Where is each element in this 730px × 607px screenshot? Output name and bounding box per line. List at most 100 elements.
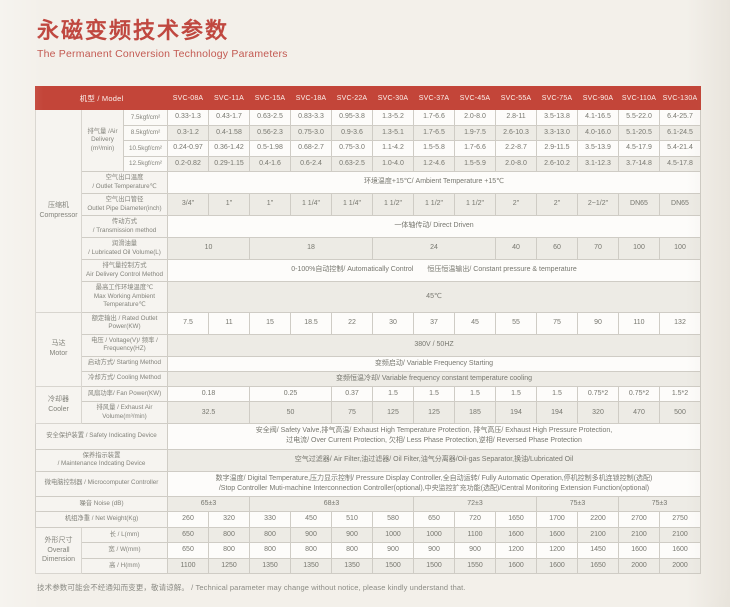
table-row: 宽 / W(mm) 650 800 800 800 800 900 900 900 1200 120…: [36, 542, 701, 559]
value-cell: 0.75*2: [618, 385, 660, 403]
table-row: 最高工作环境温度℃ Max Working Ambient Temperatur…: [36, 281, 701, 313]
value-span-cell: 环境温度+15℃/ Ambient Temperature +15℃: [167, 171, 701, 194]
value-cell: 90: [577, 311, 619, 335]
value-span-cell: 一体轴传动/ Direct Driven: [167, 215, 701, 238]
value-cell: 1450: [577, 542, 619, 559]
value-cell: 0.24-0.97: [167, 140, 209, 157]
value-cell: 1500: [372, 557, 414, 575]
value-cell: 1500: [413, 557, 455, 575]
value-cell: 72±3: [413, 495, 537, 513]
value-cell: 1650: [495, 511, 537, 528]
value-cell: 900: [331, 526, 373, 544]
value-cell: 5.4-21.4: [659, 140, 701, 157]
value-cell: 4.5-17.9: [618, 140, 660, 157]
value-cell: 3.5-13.9: [577, 140, 619, 157]
row-label-cell: 微电脑控制器 / Microcomputer Controller: [35, 470, 168, 497]
value-cell: DN65: [659, 193, 701, 216]
value-cell: 132: [659, 311, 701, 335]
value-cell: 40: [495, 237, 537, 260]
value-cell: 0.75-3.0: [331, 140, 373, 157]
value-cell: 194: [536, 401, 578, 425]
table-row: 噪音 Noise (dB) 65±3 68±3 72±3 75±3 75±3: [35, 495, 701, 513]
value-cell: 800: [290, 542, 332, 559]
value-cell: 4.1-16.5: [577, 109, 619, 126]
model-header-cell: SVC-55A: [495, 86, 537, 110]
value-cell: 2700: [618, 511, 660, 528]
value-cell: DN65: [618, 193, 660, 216]
table-row: 压缩机 Compressor 排气量 /Air Delivery (m³/min)…: [35, 109, 701, 313]
value-cell: 4.0-16.0: [577, 124, 619, 141]
value-cell: 0.68-2.7: [290, 140, 332, 157]
value-span-cell: 0-100%自动控制/ Automatically Control 恒压恒温输出…: [167, 259, 701, 282]
value-cell: 5.5-22.0: [618, 109, 660, 126]
value-cell: 0.3-1.2: [167, 124, 209, 141]
table-row: 空气出口管径 Outlet Pipe Diameter(inch) 3/4" 1" 1…: [36, 193, 701, 216]
value-cell: 0.4-1.6: [249, 155, 291, 172]
value-cell: 2.6-10.2: [536, 155, 578, 172]
value-cell: 650: [167, 542, 209, 559]
row-label-cell: 噪音 Noise (dB): [35, 495, 168, 513]
value-cell: 2~1/2": [577, 193, 619, 216]
value-cell: 6.1-24.5: [659, 124, 701, 141]
value-cell: 194: [495, 401, 537, 425]
row-label-cell: 安全保护装置 / Safety Indicating Device: [35, 423, 168, 450]
pressure-label-cell: 8.5kgf/cm²: [123, 124, 168, 141]
value-cell: 1": [249, 193, 291, 216]
value-cell: 2.6-10.3: [495, 124, 537, 141]
value-cell: 1 1/2": [372, 193, 414, 216]
value-cell: 22: [331, 311, 373, 335]
value-cell: 0.36-1.42: [208, 140, 250, 157]
value-cell: 320: [577, 401, 619, 425]
row-label-cell: 排风量 / Exhaust Air Volume(m³/min): [81, 401, 168, 425]
group-label-cell: 压缩机 Compressor: [35, 109, 82, 313]
value-cell: 75: [331, 401, 373, 425]
value-cell: 1600: [536, 526, 578, 544]
table-header: 机型 / Model SVC-08A SVC-11A SVC-15A SVC-18A SV…: [35, 86, 701, 110]
value-cell: 1250: [208, 557, 250, 575]
value-cell: 1": [208, 193, 250, 216]
row-label-cell: 冷却方式/ Cooling Method: [81, 370, 168, 387]
value-cell: 3.3-13.0: [536, 124, 578, 141]
value-cell: 900: [372, 542, 414, 559]
value-cell: 125: [413, 401, 455, 425]
row-label-cell: 长 / L(mm): [81, 526, 168, 544]
value-cell: 3/4": [167, 193, 209, 216]
value-cell: 1.5-5.9: [454, 155, 496, 172]
value-cell: 800: [249, 542, 291, 559]
value-cell: 45: [454, 311, 496, 335]
value-cell: 15: [249, 311, 291, 335]
value-cell: 2000: [618, 557, 660, 575]
value-cell: 1000: [413, 526, 455, 544]
table-row: 空气出口温度 / Outlet Temperature℃ 环境温度+15℃/ Am…: [36, 171, 701, 194]
value-cell: 125: [372, 401, 414, 425]
value-cell: 7.5: [167, 311, 209, 335]
model-header-cell: SVC-15A: [249, 86, 291, 110]
value-cell: 5.1-20.5: [618, 124, 660, 141]
model-header-cell: SVC-37A: [413, 86, 455, 110]
value-cell: 1650: [577, 557, 619, 575]
value-cell: 0.37: [331, 385, 373, 403]
value-cell: 2000: [659, 557, 701, 575]
value-cell: 470: [618, 401, 660, 425]
row-label-cell: 润滑油量 / Lubricated Oil Volume(L): [81, 237, 168, 260]
row-label-cell: 空气出口管径 Outlet Pipe Diameter(inch): [81, 193, 168, 216]
value-cell: 0.83-3.3: [290, 109, 332, 126]
value-cell: 1.3-5.2: [372, 109, 414, 126]
row-label-cell: 空气出口温度 / Outlet Temperature℃: [81, 171, 168, 194]
value-cell: 330: [249, 511, 291, 528]
table-row: 外形尺寸 Overall Dimension 长 / L(mm) 650 800 800…: [35, 526, 701, 575]
table-row: 启动方式/ Starting Method 变频启动/ Variable Freq…: [36, 355, 701, 372]
table-row: 安全保护装置 / Safety Indicating Device 安全阀/ Sa…: [35, 423, 701, 450]
value-cell: 0.56-2.3: [249, 124, 291, 141]
spec-table: 机型 / Model SVC-08A SVC-11A SVC-15A SVC-18A SV…: [35, 86, 701, 575]
value-cell: 2.0-8.0: [495, 155, 537, 172]
value-cell: 720: [454, 511, 496, 528]
value-cell: 800: [208, 542, 250, 559]
value-cell: 75±3: [618, 495, 701, 513]
value-cell: 0.6-2.4: [290, 155, 332, 172]
value-cell: 1.5: [413, 385, 455, 403]
value-cell: 1.5: [495, 385, 537, 403]
value-span-cell: 空气过滤器/ Air Filter,油过滤器/ Oil Filter,油气分离器…: [167, 448, 701, 472]
value-cell: 1.7-6.6: [454, 140, 496, 157]
